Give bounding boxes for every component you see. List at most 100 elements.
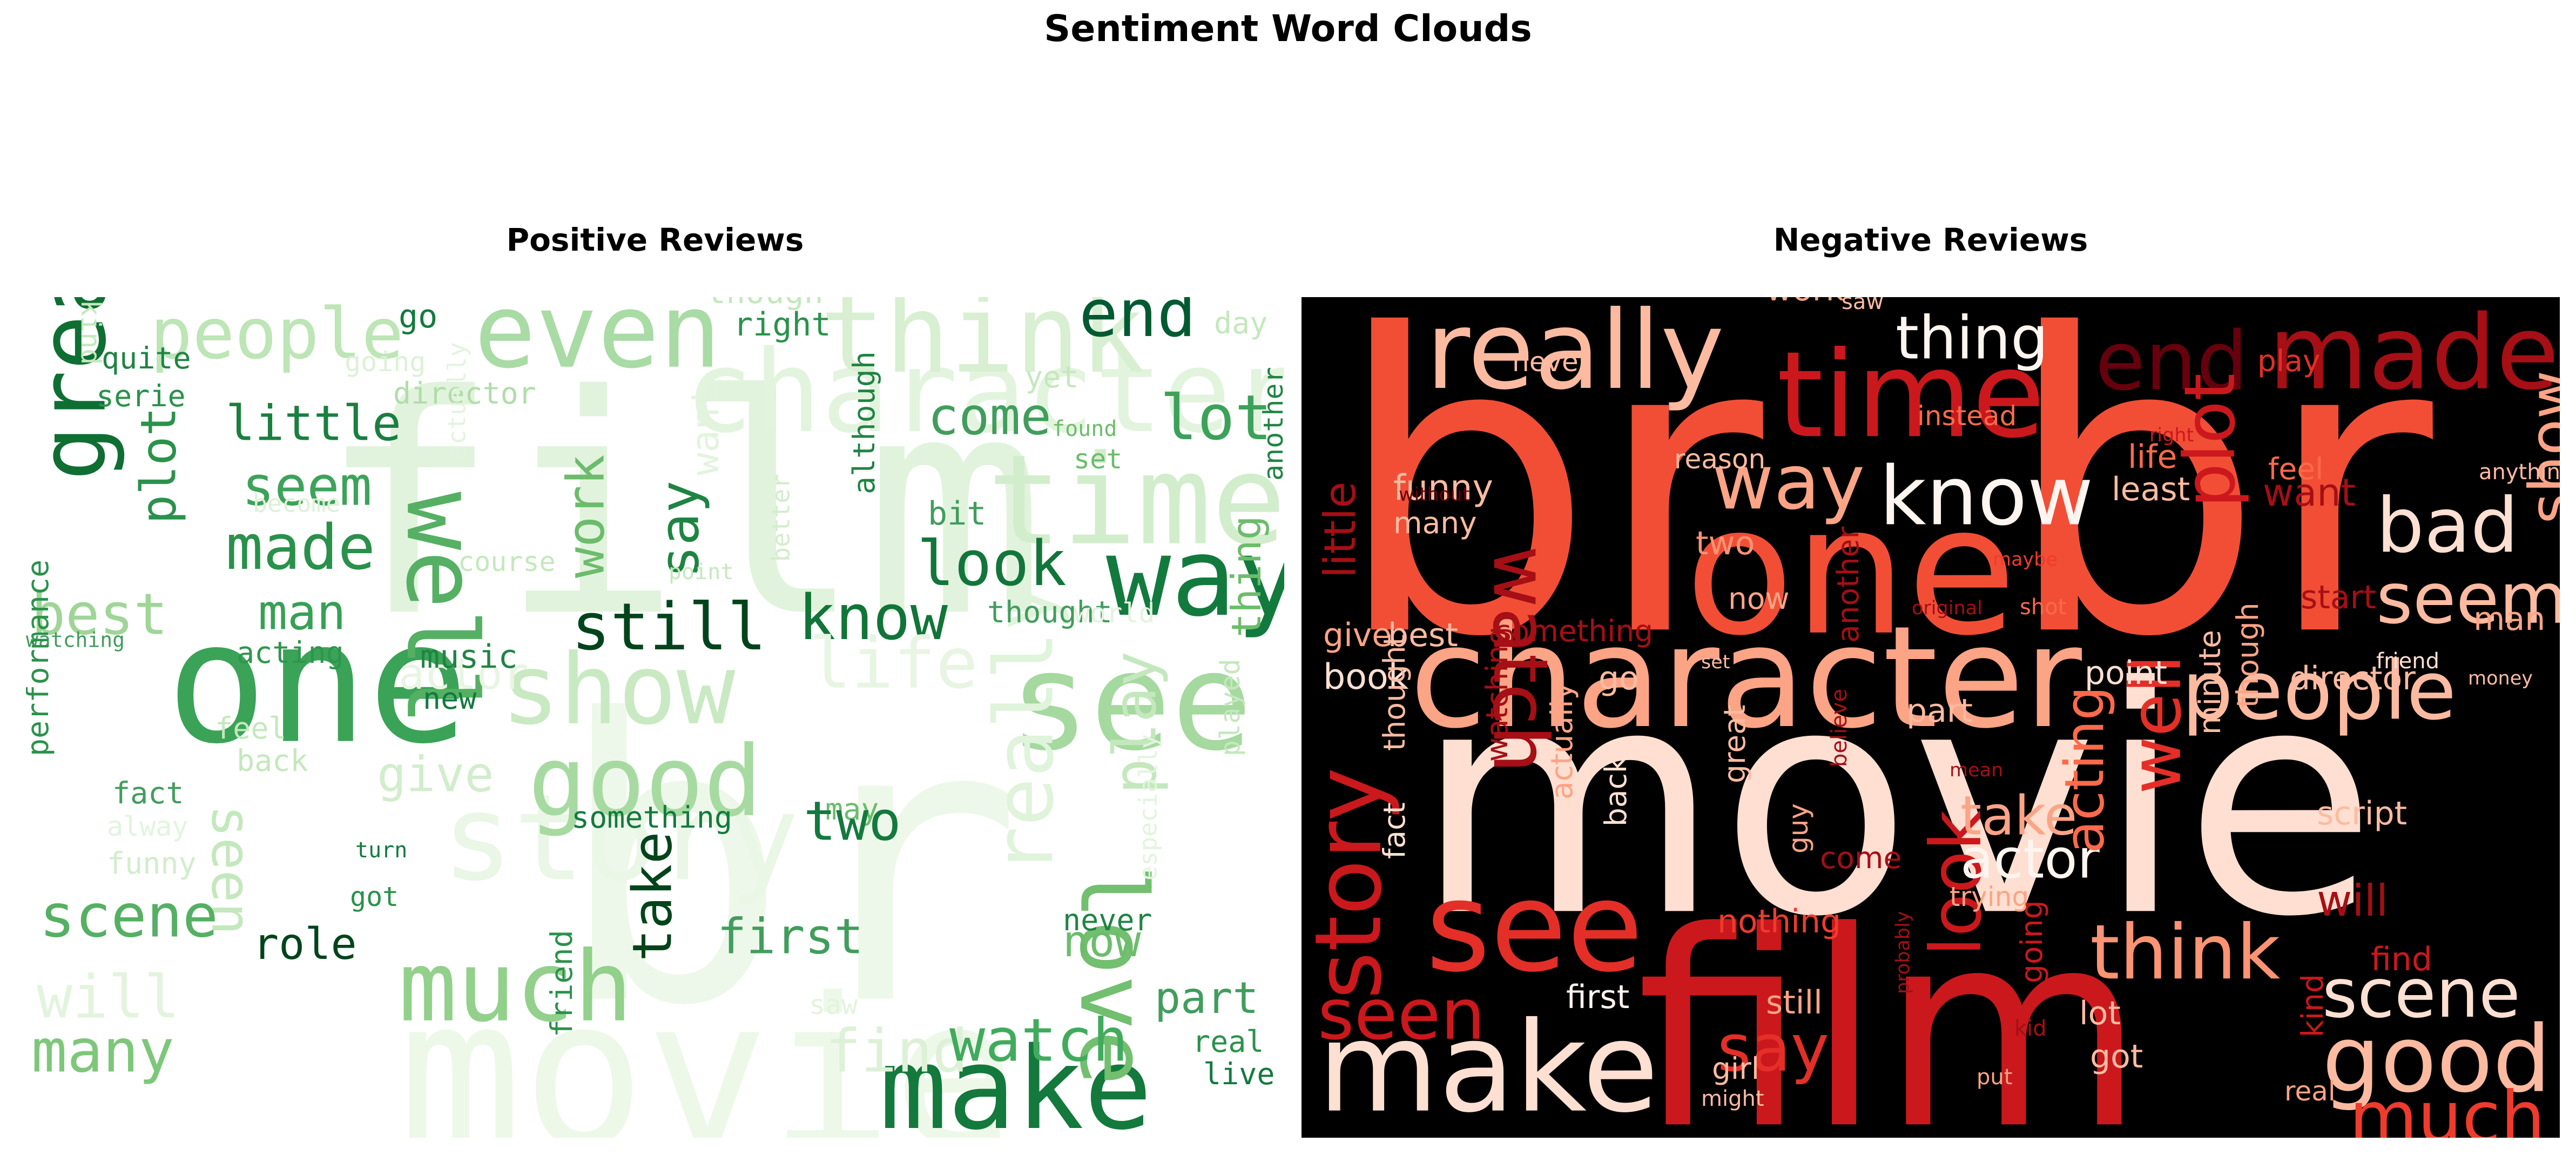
word-performance: performance [26, 560, 55, 756]
word-instead: instead [1917, 400, 2017, 432]
word-still: still [1766, 984, 1823, 1022]
word-actor: actor [1960, 827, 2100, 890]
word-may: may [825, 792, 879, 827]
word-acting: acting [237, 635, 344, 670]
word-anything: anything [2479, 460, 2560, 485]
word-fact: fact [1377, 802, 1412, 859]
figure-title: Sentiment Word Clouds [1044, 8, 1532, 50]
positive-panel-title: Positive Reviews [506, 221, 804, 258]
word-many: many [31, 1017, 174, 1086]
word-even: even [2513, 543, 2560, 875]
word-start: start [2301, 579, 2376, 616]
word-watch: watch [1476, 546, 1564, 773]
word-want: want [2263, 471, 2356, 515]
word-show: show [2517, 371, 2560, 524]
word-director: director [393, 376, 536, 411]
word-fact: fact [112, 776, 184, 810]
word-first: first [717, 908, 864, 965]
word-scene: scene [39, 882, 218, 951]
word-see: see [1426, 856, 1643, 1000]
word-two: two [1696, 525, 1755, 562]
word-serie: serie [96, 379, 186, 413]
word-show: show [501, 634, 736, 747]
word-man: man [2473, 600, 2545, 638]
word-much: much [399, 931, 632, 1044]
word-film: film [318, 331, 1046, 683]
word-believe: believe [1827, 689, 1852, 767]
word-now: now [1728, 581, 1790, 616]
word-look: look [917, 528, 1067, 600]
word-though: though [2230, 602, 2265, 708]
word-quite: quite [102, 341, 191, 375]
word-little: little [226, 395, 401, 452]
word-will: will [37, 963, 180, 1032]
word-something: something [571, 800, 732, 835]
word-director: director [2290, 660, 2416, 697]
word-better: better [767, 474, 795, 562]
word-thing: thing [1223, 515, 1270, 637]
word-kind: kind [75, 300, 106, 365]
word-set: set [1074, 444, 1122, 475]
word-good: good [528, 726, 762, 838]
word-play: play [1101, 651, 1170, 794]
word-least: least [2112, 471, 2190, 508]
word-character: character [1410, 596, 2083, 760]
word-mean: mean [1950, 760, 2003, 781]
word-plot: plot [2169, 373, 2251, 508]
word-put: put [1977, 1065, 2012, 1090]
word-back: back [1599, 756, 1633, 827]
word-know: know [798, 582, 948, 654]
word-saw: saw [809, 989, 858, 1020]
word-trying: trying [1950, 881, 2029, 912]
word-best: best [1388, 616, 1458, 654]
word-acting: acting [2053, 686, 2116, 854]
word-come: come [928, 387, 1051, 447]
word-going: going [345, 346, 426, 378]
word-br: br [2004, 297, 2437, 727]
word-point: point [669, 560, 733, 585]
word-life: life [2128, 438, 2177, 476]
word-make: make [879, 1023, 1152, 1138]
word-actually: actually [1545, 682, 1579, 800]
word-people: people [150, 297, 404, 375]
word-take: take [1960, 784, 2077, 847]
word-probably: probably [1892, 911, 1914, 994]
word-give: give [1323, 616, 1392, 654]
word-now: now [1063, 916, 1141, 966]
word-original: original [1912, 597, 1982, 619]
word-think: think [820, 297, 1145, 398]
word-music: music [420, 638, 518, 676]
positive-word-cloud: br film movie character time think story one see… [26, 297, 1284, 1138]
word-really: really [977, 582, 1071, 875]
word-even: even [474, 297, 721, 391]
word-right: right [2149, 425, 2194, 446]
word-much: much [2349, 1076, 2545, 1138]
word-movie: movie [1415, 620, 2377, 985]
word-got: got [350, 881, 399, 912]
word-great: great [26, 297, 127, 481]
word-point: point [2085, 654, 2167, 692]
word-although: although [847, 351, 881, 494]
word-yet: yet [1025, 360, 1078, 394]
word-work: work [1766, 297, 1844, 308]
word-end: end [1079, 297, 1196, 352]
word-way: way [1106, 515, 1284, 641]
word-find: find [2371, 941, 2432, 978]
word-alway: alway [107, 811, 188, 842]
word-way: way [1712, 439, 1865, 527]
word-look: look [1915, 810, 1997, 956]
word-part: part [1906, 692, 1973, 730]
word-script: script [2317, 795, 2407, 832]
word-end: end [2095, 314, 2248, 408]
word-actually: actually [443, 342, 471, 459]
negative-panel-title: Negative Reviews [1773, 221, 2088, 258]
word-thought: thought [1377, 634, 1412, 751]
word-found: found [1052, 417, 1117, 441]
word-guy: guy [1783, 803, 1814, 854]
word-reason: reason [1674, 444, 1765, 475]
word-shot: shot [2020, 595, 2066, 620]
word-better: better [2241, 297, 2341, 303]
word-best: best [31, 582, 168, 648]
word-maybe: maybe [1993, 549, 2058, 570]
word-without: without [1399, 484, 1470, 506]
